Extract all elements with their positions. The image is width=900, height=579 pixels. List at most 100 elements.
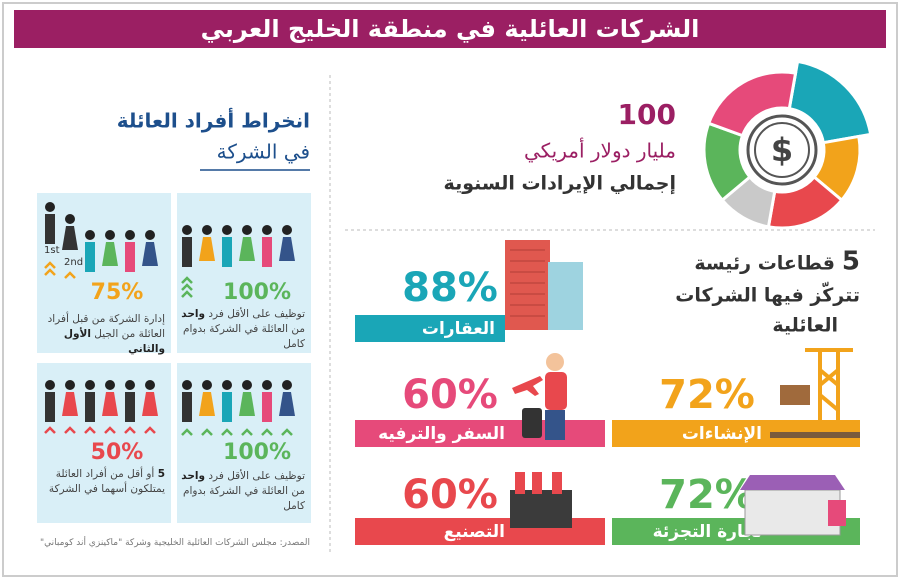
icon-building [548,262,583,330]
chevron [281,428,293,436]
person-body [85,242,95,272]
title: الشركات العائلية في منطقة الخليج العربي [201,15,700,43]
sectors-count: 5 [842,247,860,277]
person-head [85,230,95,240]
icon-crane [805,348,853,435]
person-body [222,392,232,422]
chevron [181,283,193,291]
chevron [181,290,193,298]
card-text: توظيف على الأقل فرد واحد من العائلة في ا… [180,469,305,514]
card [177,193,311,353]
icon-building [505,240,550,330]
card-percent: 100% [223,440,291,465]
person-body [262,392,272,422]
person-head [242,380,252,390]
icon-factory [532,472,542,494]
involvement-heading: في الشركة [217,140,310,165]
person-body [102,242,118,266]
sector-label: العقارات [422,319,495,339]
sector-percent: 60% [402,472,498,518]
chevron [44,261,56,269]
person-body [279,392,295,416]
person-head [125,380,135,390]
chevron [221,428,233,436]
person-body [279,237,295,261]
person-head [202,380,212,390]
person-body [222,237,232,267]
text-bold: واحد [181,308,206,320]
card-text: إدارة الشركة من قبل أفراد العائلة من الج… [40,312,165,357]
person-body [125,242,135,272]
person-head [85,380,95,390]
text: توظيف على الأقل فرد [208,470,305,482]
card-text: توظيف على الأقل فرد واحد من العائلة في ا… [180,307,305,352]
title-bar [14,10,886,48]
person-body [142,392,158,416]
text-bold: الأول والثاني [63,328,165,355]
generation-label: 2nd [64,257,83,268]
chevron [64,426,76,434]
revenue-amount: 100 [618,98,676,131]
text: إدارة الشركة من قبل أفراد العائلة من الج… [47,313,165,340]
card-percent: 100% [223,280,291,305]
source: المصدر: مجلس الشركات العائلية الخليجية و… [40,538,310,548]
chevron [84,426,96,434]
icon-crane [770,432,860,438]
card-percent: 50% [91,440,144,465]
person-body [239,237,255,261]
person-body [199,392,215,416]
donut-segment [787,59,873,145]
chevron [181,276,193,284]
donut-segment [706,70,798,138]
sector-percent: 60% [402,372,498,418]
icon-factory [552,472,562,494]
chevron [181,428,193,436]
person-body [239,392,255,416]
sector-percent: 72% [659,472,755,518]
person-head [222,225,232,235]
icon-traveler [545,372,567,410]
sector-label: السفر والترفيه [378,424,505,444]
person-head [182,380,192,390]
person-body [62,226,78,250]
icon-shop [828,500,846,526]
person-head [242,225,252,235]
sector-percent: 88% [402,265,498,311]
person-head [282,225,292,235]
generation-label: 1st [44,245,60,256]
involvement-heading: انخراط أفراد العائلة [117,107,310,133]
icon-crane [780,385,810,405]
person-body [125,392,135,422]
card-text: 5 أو أقل من أفراد العائلة يمتلكون أسهما … [40,467,165,497]
chevron [144,426,156,434]
icon-traveler [522,408,542,438]
revenue-unit: مليار دولار أمريكي [524,138,676,164]
text: توظيف على الأقل فرد [208,308,305,320]
sectors-heading: العائلية [772,315,838,337]
chevron [44,268,56,276]
text: أو أقل من أفراد العائلة يمتلكون أسهما في… [48,468,165,495]
chevron [261,428,273,436]
person-head [125,230,135,240]
person-head [145,230,155,240]
person-head [222,380,232,390]
person-head [65,380,75,390]
chevron [241,428,253,436]
person-body [102,392,118,416]
person-body [199,237,215,261]
dollar-sign: $ [771,131,793,169]
sector-label: الإنشاءات [682,424,762,444]
icon-factory [510,490,572,528]
person-head [45,380,55,390]
person-body [85,392,95,422]
chevron [201,428,213,436]
person-head [282,380,292,390]
person-body [182,392,192,422]
person-head [45,202,55,212]
person-body [182,237,192,267]
sector-label: التصنيع [444,522,505,542]
chevron [44,426,56,434]
person-head [65,214,75,224]
card [37,193,171,353]
